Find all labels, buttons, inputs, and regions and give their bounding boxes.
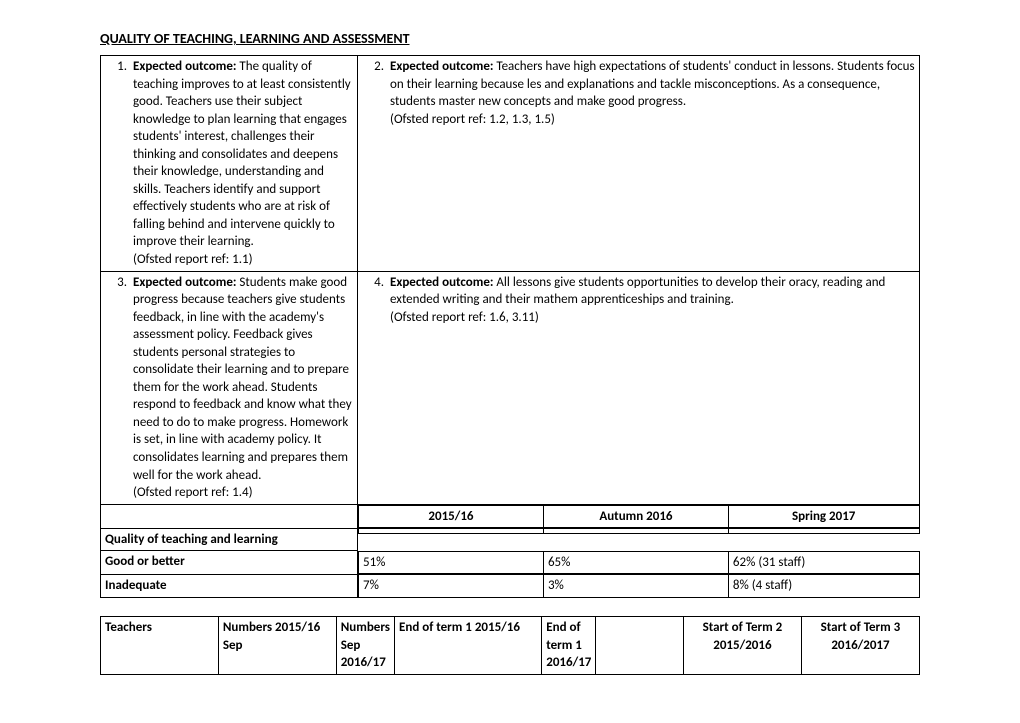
outcome-3-num: 3. [101, 271, 128, 504]
outcome-2-label: Expected outcome: [390, 59, 493, 74]
outcome-4-ref: (Ofsted report ref: 1.6, 3.11) [390, 310, 539, 325]
quality-good-2015-16: 51% [359, 551, 544, 574]
outcome-4-body: Expected outcome: All lessons give stude… [384, 271, 920, 504]
quality-inadequate-label: Inadequate [101, 574, 358, 598]
quality-good-label: Good or better [101, 551, 358, 575]
outcome-4-label: Expected outcome: [390, 275, 493, 290]
teachers-col-numbers-2016-17: Numbers Sep 2016/17 [336, 617, 394, 675]
quality-blank-1 [359, 529, 544, 534]
outcome-1-ref: (Ofsted report ref: 1.1) [133, 252, 253, 267]
outcome-3-body: Expected outcome: Students make good pro… [127, 271, 358, 504]
outcome-1-text: The quality of teaching improves to at l… [133, 59, 351, 249]
quality-header-empty [101, 504, 358, 528]
quality-blank-2 [543, 529, 728, 534]
teachers-col-start-term2: Start of Term 2 2015/2016 [683, 617, 801, 675]
outcome-3-text: Students make good progress because teac… [133, 275, 352, 483]
outcome-2-num: 2. [358, 56, 385, 272]
quality-blank-3 [728, 529, 919, 534]
outcome-2-body: Expected outcome: Teachers have high exp… [384, 56, 920, 272]
quality-col-autumn-2016: Autumn 2016 [543, 505, 728, 528]
outcome-3-ref: (Ofsted report ref: 1.4) [133, 485, 253, 500]
teachers-col-start-term3: Start of Term 3 2016/2017 [801, 617, 919, 675]
quality-good-spring-2017: 62% (31 staff) [728, 551, 919, 574]
outcome-1-label: Expected outcome: [133, 59, 236, 74]
outcome-2-ref: (Ofsted report ref: 1.2, 1.3, 1.5) [390, 112, 555, 127]
outcome-1-num: 1. [101, 56, 128, 272]
outcomes-table: 1. Expected outcome: The quality of teac… [100, 55, 920, 598]
quality-inadequate-spring-2017: 8% (4 staff) [728, 575, 919, 598]
quality-inadequate-autumn-2016: 3% [543, 575, 728, 598]
quality-col-2015-16: 2015/16 [359, 505, 544, 528]
teachers-col-numbers-2015-16: Numbers 2015/16 Sep [218, 617, 336, 675]
quality-col-spring-2017: Spring 2017 [728, 505, 919, 528]
page-heading: QUALITY OF TEACHING, LEARNING AND ASSESS… [100, 30, 920, 47]
teachers-col-blank [596, 617, 684, 675]
quality-inadequate-2015-16: 7% [359, 575, 544, 598]
outcome-3-label: Expected outcome: [133, 275, 236, 290]
quality-good-autumn-2016: 65% [543, 551, 728, 574]
quality-row-heading: Quality of teaching and learning [101, 528, 358, 551]
teachers-table: Teachers Numbers 2015/16 Sep Numbers Sep… [100, 616, 920, 675]
teachers-col-end-term1-2016-17: End of term 1 2016/17 [542, 617, 596, 675]
outcome-4-num: 4. [358, 271, 385, 504]
teachers-col-end-term1-2015-16: End of term 1 2015/16 [395, 617, 542, 675]
teachers-col-teachers: Teachers [101, 617, 219, 675]
outcome-1-body: Expected outcome: The quality of teachin… [127, 56, 358, 272]
